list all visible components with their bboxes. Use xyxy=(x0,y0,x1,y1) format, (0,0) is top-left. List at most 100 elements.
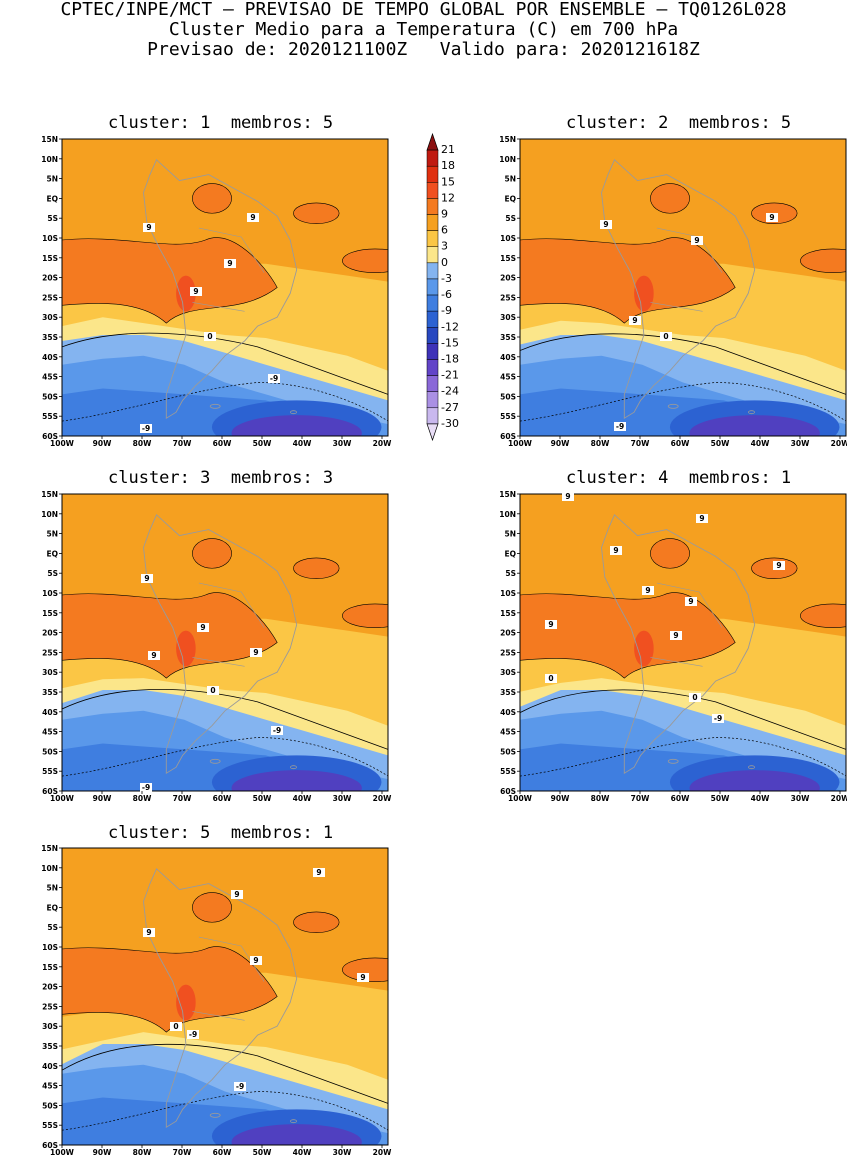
lon-label: 30W xyxy=(333,439,352,448)
contour-label: -9 xyxy=(714,714,722,723)
falklands xyxy=(209,758,221,764)
colorbar-swatch xyxy=(426,182,439,199)
country-borders xyxy=(192,227,265,312)
cold-core-inner xyxy=(689,415,820,436)
lat-label: 35S xyxy=(42,1042,58,1051)
contour-label: 9 xyxy=(694,236,699,245)
lon-label: 50W xyxy=(253,439,272,448)
warm-blob xyxy=(342,603,388,628)
lat-label: 10N xyxy=(499,155,516,164)
contour-label-bg xyxy=(545,620,557,629)
lon-label: 50W xyxy=(253,1148,272,1157)
contour-label-bg xyxy=(357,973,369,982)
contour-minus9 xyxy=(62,1091,388,1131)
lat-label: 60S xyxy=(500,432,516,441)
hot-spot xyxy=(634,275,654,312)
lon-label: 70W xyxy=(173,439,192,448)
colorbar-swatch xyxy=(426,230,439,247)
contour-label-bg xyxy=(712,714,724,723)
falklands xyxy=(667,403,679,409)
lat-label: 10S xyxy=(500,589,516,598)
colorbar-swatch xyxy=(426,262,439,280)
map-panel-cluster-4: 9 9 9 9 9 9 9 9 0 0 -9 15N 10N 5N EQ 5S 10S 15S 20S 25S 30S 3… xyxy=(499,490,847,803)
contour-label: -9 xyxy=(142,783,150,792)
warm-blob xyxy=(293,202,340,224)
lat-label: EQ xyxy=(505,549,517,558)
lat-label: 15N xyxy=(41,135,58,144)
contour-label-bg xyxy=(642,586,654,595)
warm-region-9 xyxy=(62,592,278,679)
contour-label-bg xyxy=(207,686,219,695)
colorbar-label: -9 xyxy=(441,304,452,317)
lat-label: 60S xyxy=(500,787,516,796)
country-borders xyxy=(650,582,723,667)
figure-title-line-3: Previsao de: 2020121100Z Valido para: 20… xyxy=(147,39,700,60)
colorbar-label: 18 xyxy=(441,159,455,172)
lon-label: 50W xyxy=(253,794,272,803)
panel-title-cluster-2: cluster: 2 membros: 5 xyxy=(566,113,792,133)
hot-spot xyxy=(176,984,196,1021)
lon-label: 90W xyxy=(551,794,570,803)
lat-label: 50S xyxy=(500,392,516,401)
warm-blob xyxy=(192,538,232,569)
lat-label: 15S xyxy=(42,963,58,972)
lat-label: 10S xyxy=(500,234,516,243)
contour-label: 9 xyxy=(250,213,255,222)
contour-label-bg xyxy=(271,726,283,735)
contour-label-bg xyxy=(170,1022,182,1031)
figure-title-line-2: Cluster Medio para a Temperatura (C) em … xyxy=(168,19,679,40)
south-america-coastline xyxy=(143,514,298,775)
warm-blob xyxy=(192,183,232,214)
lat-label: 15S xyxy=(500,609,516,618)
warm-blob xyxy=(800,248,846,273)
colorbar-bottom-triangle xyxy=(426,423,439,442)
lat-label: 10S xyxy=(42,943,58,952)
lat-label: 45S xyxy=(42,1082,58,1091)
contour-label-bg xyxy=(614,422,626,431)
lon-label: 60W xyxy=(213,439,232,448)
panel-title-cluster-5: cluster: 5 membros: 1 xyxy=(108,823,334,843)
lat-label: 10N xyxy=(499,510,516,519)
south-america-coastline xyxy=(601,514,756,775)
contour-0 xyxy=(520,333,846,395)
south-georgia xyxy=(290,410,297,415)
colorbar-label: 15 xyxy=(441,175,455,188)
contour-label: 9 xyxy=(234,890,239,899)
colorbar-swatch xyxy=(426,149,439,167)
falklands xyxy=(667,758,679,764)
lat-label: EQ xyxy=(47,549,59,558)
lat-label: 5S xyxy=(47,214,58,223)
contour-label: 9 xyxy=(146,223,151,232)
lon-label: 80W xyxy=(591,794,610,803)
contour-label-bg xyxy=(140,424,152,433)
map-panel-cluster-3: 9 9 9 9 0 -9 -9 15N 10N 5N EQ 5S 10S 15S 20S 25S 30S 35S 4… xyxy=(41,490,392,803)
contour-label: 9 xyxy=(632,316,637,325)
contour-label-bg xyxy=(143,928,155,937)
lat-label: 10N xyxy=(41,510,58,519)
lat-label: 55S xyxy=(42,767,58,776)
lat-label: 5N xyxy=(505,175,517,184)
lon-label: 30W xyxy=(791,794,810,803)
lat-label: 30S xyxy=(500,668,516,677)
lon-label: 60W xyxy=(671,794,690,803)
colorbar-swatch xyxy=(426,310,439,328)
lat-label: 45S xyxy=(42,728,58,737)
colorbar-swatch xyxy=(426,246,439,264)
contour-label-bg xyxy=(670,631,682,640)
colorbar-swatch xyxy=(426,198,439,215)
colorbar-label: -3 xyxy=(441,272,452,285)
warm-blob xyxy=(650,183,690,214)
contour-label-bg xyxy=(610,546,622,555)
lon-label: 50W xyxy=(711,794,730,803)
lat-label: EQ xyxy=(505,194,517,203)
contour-minus9 xyxy=(520,737,846,777)
contour-label-bg xyxy=(247,213,259,222)
colorbar-label: 9 xyxy=(441,208,448,221)
lat-label: 15N xyxy=(41,844,58,853)
lat-label: 20S xyxy=(42,983,58,992)
colorbar-swatch xyxy=(426,214,439,231)
lat-label: 5S xyxy=(505,214,516,223)
contour-label: 9 xyxy=(144,574,149,583)
lat-label: EQ xyxy=(47,194,59,203)
